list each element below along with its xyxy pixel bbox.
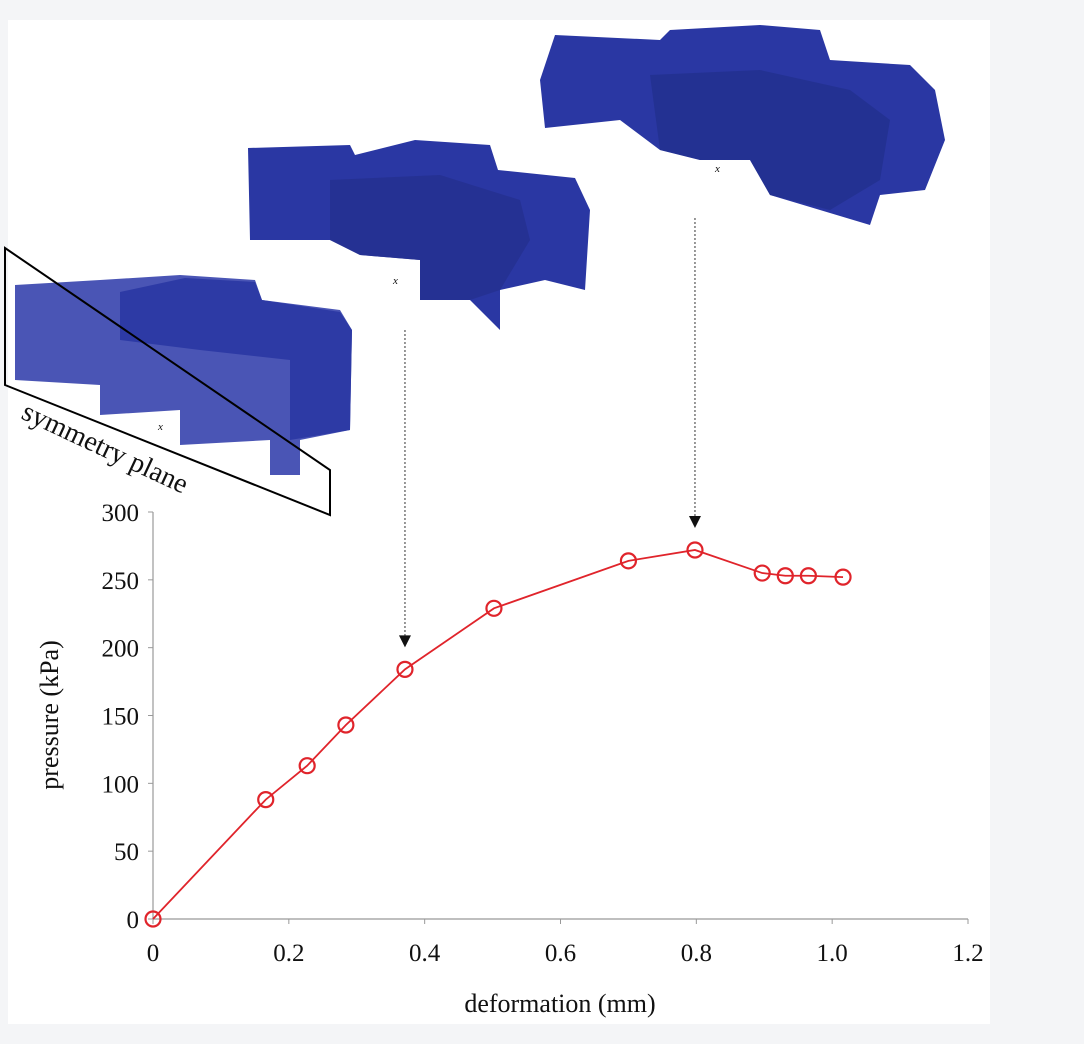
data-point bbox=[619, 552, 638, 570]
y-tick-label: 50 bbox=[114, 839, 139, 866]
data-point bbox=[337, 716, 355, 734]
axis-triad-label: x bbox=[157, 421, 163, 433]
mesh-deformed-1: x bbox=[248, 140, 590, 330]
data-point bbox=[485, 599, 503, 617]
mesh-undeformed: symmetry plane x bbox=[4, 246, 352, 517]
x-axis-label: deformation (mm) bbox=[464, 989, 655, 1018]
data-point bbox=[396, 660, 414, 678]
data-point bbox=[298, 757, 316, 775]
data-point bbox=[257, 791, 275, 809]
y-tick-label: 250 bbox=[102, 568, 140, 595]
y-tick-label: 0 bbox=[127, 907, 140, 934]
mesh-deformed-2: x bbox=[540, 25, 945, 225]
symmetry-plane bbox=[4, 246, 331, 517]
arrowhead-icon bbox=[398, 635, 411, 648]
data-point bbox=[834, 568, 852, 586]
x-tick-label: 0.2 bbox=[273, 940, 304, 967]
x-tick-label: 1.2 bbox=[952, 940, 983, 967]
data-point bbox=[753, 564, 771, 582]
data-point bbox=[144, 910, 162, 928]
x-tick-label: 1.0 bbox=[817, 940, 848, 967]
series-line bbox=[152, 549, 844, 920]
data-point bbox=[686, 541, 704, 559]
y-axis-label: pressure (kPa) bbox=[35, 640, 64, 789]
x-tick-label: 0 bbox=[147, 940, 160, 967]
data-point bbox=[776, 567, 794, 585]
axis-triad-label: x bbox=[714, 163, 720, 175]
arrowhead-icon bbox=[688, 515, 701, 528]
axis-triad-label: x bbox=[392, 275, 398, 287]
x-tick-label: 0.4 bbox=[409, 940, 441, 967]
x-tick-label: 0.6 bbox=[545, 940, 576, 967]
x-tick-label: 0.8 bbox=[681, 940, 712, 967]
y-tick-label: 300 bbox=[102, 500, 140, 527]
y-tick-label: 200 bbox=[102, 636, 140, 663]
y-tick-label: 150 bbox=[102, 704, 140, 731]
y-tick-label: 100 bbox=[102, 771, 140, 798]
data-point bbox=[799, 567, 817, 585]
